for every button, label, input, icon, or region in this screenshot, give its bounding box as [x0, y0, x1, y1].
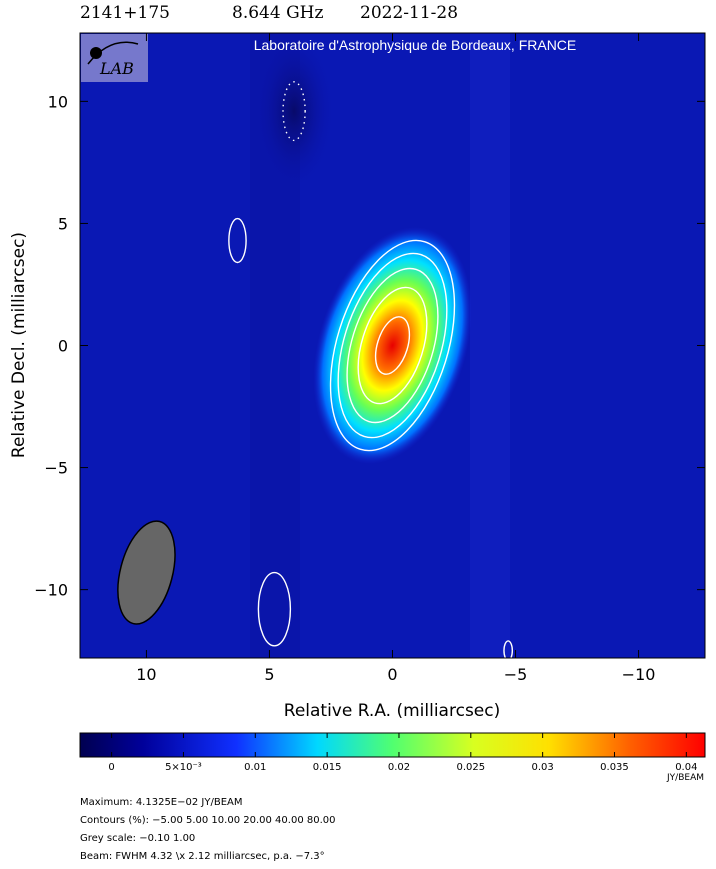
info-contours: Contours (%): −5.00 5.00 10.00 20.00 40.…: [80, 815, 336, 826]
contour-5: [329, 239, 456, 452]
lab-banner: Laboratoire d'Astrophysique de Bordeaux,…: [254, 37, 577, 53]
colorbar-tick-label: 0: [108, 762, 114, 773]
colorbar-tick-label: 0.03: [532, 762, 554, 773]
colorbar-unit: JY/BEAM: [666, 773, 704, 783]
y-tick-label: 10: [48, 92, 68, 111]
isolated-contour: [228, 217, 247, 264]
info-grey-scale: Grey scale: −0.10 1.00: [80, 833, 196, 844]
x-tick-label: −10: [622, 665, 656, 684]
logo-orbit-icon: [87, 41, 139, 65]
light-stripe: [470, 33, 510, 658]
colorbar-tick-label: 0.04: [675, 762, 697, 773]
colorbar-tick-label: 0.015: [313, 762, 342, 773]
colorbar-tick-label: 0.01: [244, 762, 266, 773]
header-source: 2141+175: [80, 3, 170, 23]
info-maximum: Maximum: 4.1325E−02 JY/BEAM: [80, 797, 243, 808]
colorbar-tick-label: 5×10⁻³: [165, 762, 202, 773]
colorbar-tick-label: 0.02: [388, 762, 410, 773]
contour-80: [374, 316, 411, 375]
y-tick-label: 0: [58, 337, 68, 356]
x-axis: 10 5 0 −5 −10: [136, 33, 655, 684]
heatmap-layer: [117, 33, 514, 658]
info-beam: Beam: FWHM 4.32 \x 2.12 milliarcsec, p.a…: [80, 851, 325, 862]
x-axis-label: Relative R.A. (milliarcsec): [284, 701, 500, 721]
y-axis-label: Relative Decl. (milliarcsec): [9, 232, 29, 458]
negative-dark-spot: [254, 33, 334, 190]
header-frequency: 8.644 GHz: [232, 3, 324, 23]
x-tick-label: 5: [264, 665, 274, 684]
x-tick-label: −5: [504, 665, 528, 684]
contour-40: [357, 286, 428, 405]
y-tick-label: 5: [58, 214, 68, 233]
colorbar: [79, 732, 706, 758]
y-tick-label: −5: [44, 459, 68, 478]
logo-circle-icon: [90, 47, 102, 59]
colorbar-tick-label: 0.035: [600, 762, 629, 773]
contour-group: [329, 239, 456, 452]
extra-contour-group: [228, 81, 514, 658]
header-date: 2022-11-28: [360, 3, 459, 23]
logo-text: LAB: [99, 59, 134, 78]
isolated-contour: [257, 571, 292, 647]
negative-contour: [282, 81, 306, 142]
x-tick-label: 10: [136, 665, 156, 684]
y-tick-label: −10: [34, 581, 68, 600]
contour-10: [337, 252, 448, 439]
colorbar-tick-label: 0.025: [456, 762, 485, 773]
y-axis: 10 5 0 −5 −10: [34, 92, 705, 600]
x-tick-label: 0: [387, 665, 397, 684]
contour-20: [346, 267, 439, 424]
isolated-contour: [503, 640, 514, 658]
beam-ellipse: [117, 520, 176, 625]
colorbar-ticks: 0 5×10⁻³ 0.01 0.015 0.02 0.025 0.03 0.035 0.04: [108, 733, 697, 773]
